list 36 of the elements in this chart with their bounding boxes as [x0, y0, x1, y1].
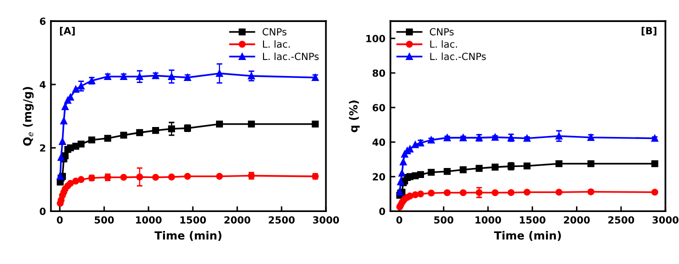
- x-tick-label: 1500: [520, 216, 546, 224]
- x-tick-label: 0: [396, 216, 402, 224]
- legend-label: L. lac.: [430, 40, 457, 48]
- x-tick-label: 500: [94, 216, 114, 224]
- x-tick-label: 1500: [180, 216, 206, 224]
- x-tick-label: 3000: [313, 216, 339, 224]
- legend-label: CNPs: [430, 28, 454, 36]
- y-tick-label: 2: [40, 144, 46, 152]
- x-tick-label: 2500: [608, 216, 634, 224]
- legend-label: L. lac.-CNPs: [430, 52, 486, 60]
- x-tick-label: 0: [56, 216, 63, 224]
- y-tick-label: 60: [372, 104, 386, 112]
- y-axis-title: q (%): [348, 100, 360, 132]
- x-tick-label: 2000: [564, 216, 590, 224]
- y-tick-label: 4: [40, 81, 46, 88]
- x-tick-label: 1000: [136, 216, 162, 224]
- annotation: [A]: [60, 26, 75, 36]
- legend-label: CNPs: [262, 28, 286, 36]
- y-tick-label: 80: [372, 69, 386, 77]
- x-axis-title: Time (min): [154, 231, 222, 241]
- y-tick-label: 20: [372, 173, 386, 180]
- x-tick-label: 1000: [476, 216, 502, 224]
- y-axis-title: Q$_{e}$ (mg/g): [22, 87, 34, 146]
- y-tick-label: 100: [366, 34, 386, 42]
- annotation: [B]: [642, 26, 656, 36]
- x-axis-title: Time (min): [494, 231, 561, 241]
- legend-label: L. lac.-CNPs: [263, 52, 319, 60]
- legend-label: L. lac.: [263, 40, 290, 48]
- x-tick-label: 2000: [224, 216, 250, 224]
- y-tick-label: 0: [40, 208, 46, 216]
- x-tick-label: 500: [434, 216, 454, 224]
- x-tick-label: 3000: [652, 216, 678, 224]
- y-tick-label: 6: [40, 18, 46, 25]
- y-tick-label: 40: [372, 138, 386, 146]
- x-tick-label: 2500: [268, 216, 295, 224]
- y-tick-label: 0: [379, 208, 386, 216]
